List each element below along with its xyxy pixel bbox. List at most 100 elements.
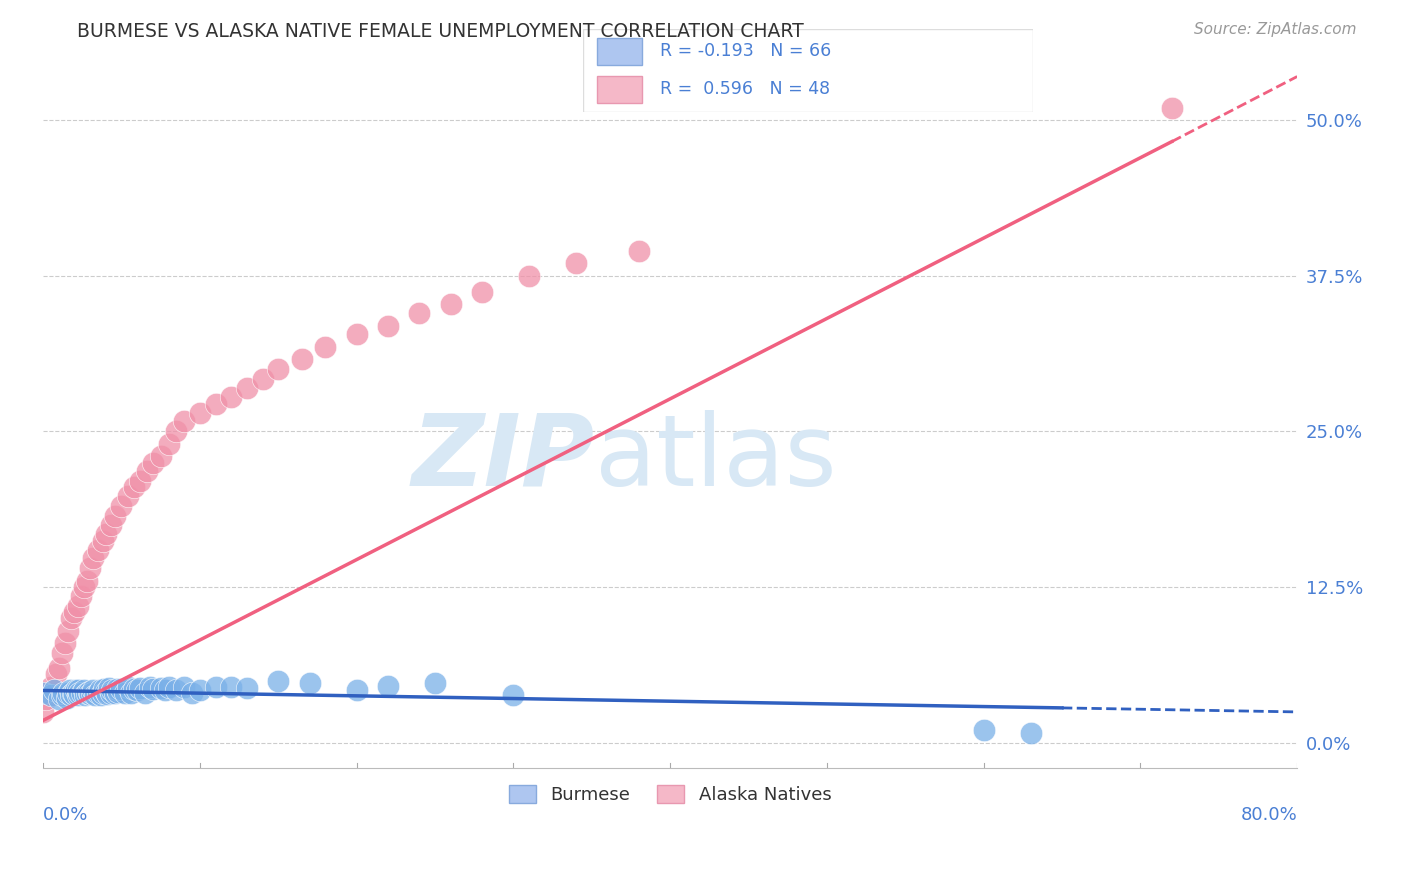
Point (219, 680, 242, 694)
Point (104, 686, 127, 700)
Point (117, 489, 139, 503)
Point (60, 611, 83, 625)
Point (134, 686, 156, 700)
Point (52, 686, 75, 700)
Point (62, 686, 84, 700)
Point (75, 689, 97, 703)
Point (87, 686, 110, 700)
Point (48, 692, 70, 706)
Point (39, 680, 62, 694)
Text: R =  0.596   N = 48: R = 0.596 N = 48 (659, 80, 830, 98)
Point (110, 499, 132, 513)
Point (76, 686, 98, 700)
Point (291, 352, 314, 367)
Point (188, 406, 211, 420)
Point (346, 327, 368, 342)
Point (59, 683, 82, 698)
Point (58, 686, 80, 700)
Legend: Burmese, Alaska Natives: Burmese, Alaska Natives (502, 778, 839, 812)
Point (73, 580, 96, 594)
Point (346, 683, 368, 698)
Point (423, 676, 446, 690)
Point (58, 624, 80, 638)
Point (90, 689, 112, 703)
Point (39, 689, 62, 703)
Text: 0.0%: 0.0% (44, 806, 89, 824)
Point (627, 244, 650, 258)
Point (204, 680, 226, 694)
Point (1160, 101, 1182, 115)
Point (94, 526, 117, 541)
Point (32, 686, 55, 700)
Point (219, 390, 242, 404)
Point (129, 681, 152, 695)
Point (377, 318, 399, 333)
Point (122, 481, 145, 495)
Point (73, 683, 96, 698)
Point (1019, 726, 1042, 740)
Point (114, 686, 136, 700)
Point (100, 686, 122, 700)
Point (89, 683, 111, 698)
Point (502, 689, 524, 703)
Point (157, 437, 180, 451)
Point (87, 542, 110, 557)
Point (236, 381, 259, 395)
Point (66, 689, 89, 703)
Point (298, 676, 321, 690)
Point (149, 681, 172, 695)
Point (42, 683, 65, 698)
Point (408, 306, 430, 320)
Point (101, 683, 124, 698)
Point (517, 268, 540, 283)
Point (60, 689, 83, 703)
Point (104, 509, 127, 524)
Point (55, 690, 77, 705)
Point (188, 683, 211, 698)
Point (35, 692, 58, 706)
Point (100, 517, 122, 532)
Point (173, 680, 195, 694)
Text: Source: ZipAtlas.com: Source: ZipAtlas.com (1194, 22, 1357, 37)
Point (122, 682, 145, 697)
Point (91, 686, 114, 700)
Point (120, 686, 142, 700)
Point (32, 705, 55, 719)
Point (267, 673, 290, 688)
Point (83, 689, 105, 703)
Text: BURMESE VS ALASKA NATIVE FEMALE UNEMPLOYMENT CORRELATION CHART: BURMESE VS ALASKA NATIVE FEMALE UNEMPLOY… (77, 22, 804, 41)
Point (142, 456, 165, 470)
Text: ZIP: ZIP (412, 409, 595, 507)
Point (155, 683, 177, 698)
Point (48, 661, 70, 675)
Text: atlas: atlas (595, 409, 837, 507)
Point (105, 682, 128, 697)
Point (377, 679, 399, 693)
Point (63, 687, 86, 701)
Point (93, 682, 115, 697)
Point (96, 687, 118, 701)
Point (135, 464, 157, 478)
Point (97, 681, 120, 695)
Point (440, 297, 463, 311)
Point (173, 415, 195, 429)
Point (94, 684, 117, 698)
Text: R = -0.193   N = 66: R = -0.193 N = 66 (659, 42, 831, 60)
Point (77, 684, 100, 698)
Point (45, 667, 67, 681)
Point (165, 683, 187, 698)
Text: 80.0%: 80.0% (1240, 806, 1298, 824)
Point (973, 723, 995, 738)
Point (565, 256, 588, 270)
Point (79, 687, 101, 701)
Point (79, 561, 101, 575)
Point (65, 683, 87, 698)
Point (66, 683, 89, 698)
Point (314, 340, 336, 354)
Point (82, 551, 104, 566)
Point (72, 686, 94, 700)
Point (142, 682, 165, 697)
Point (127, 683, 149, 698)
Point (66, 599, 89, 613)
Point (51, 646, 73, 660)
